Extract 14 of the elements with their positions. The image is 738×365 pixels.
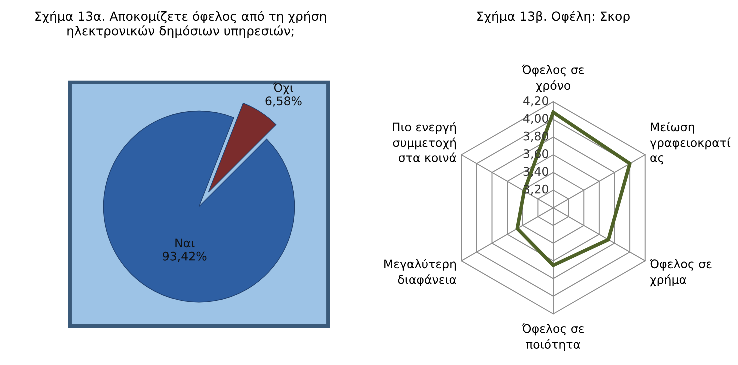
spoke-label: Μείωση γραφειοκρατί ας [650, 122, 731, 165]
spoke-label: Όφελος σε χρόνο [522, 64, 584, 92]
spoke-label: Όφελος σε ποιότητα [522, 324, 584, 352]
spoke-label: Μεγαλύτερη διαφάνεια [384, 258, 456, 287]
chart-title: Σχήμα 13β. Οφέλη: Σκορ [478, 10, 630, 24]
spoke-label: Όφελος σε χρήμα [650, 258, 712, 287]
y-tick-label: 4,00 [524, 114, 548, 124]
data-label: 93,42% [163, 252, 207, 262]
y-tick-label: 4,20 [524, 96, 548, 107]
slice-label: Όχι [273, 82, 294, 95]
data-label: 6,58% [266, 96, 302, 107]
slice-label: Ναι [176, 238, 195, 248]
chart-title: Σχήμα 13α. Αποκομίζετε όφελος από τη χρήση ηλεκτρονικών δημόσιων υπηρεσιών; [36, 10, 326, 38]
spoke-label: Πιο ενεργή συμμετοχή στα κοινά [393, 122, 456, 162]
